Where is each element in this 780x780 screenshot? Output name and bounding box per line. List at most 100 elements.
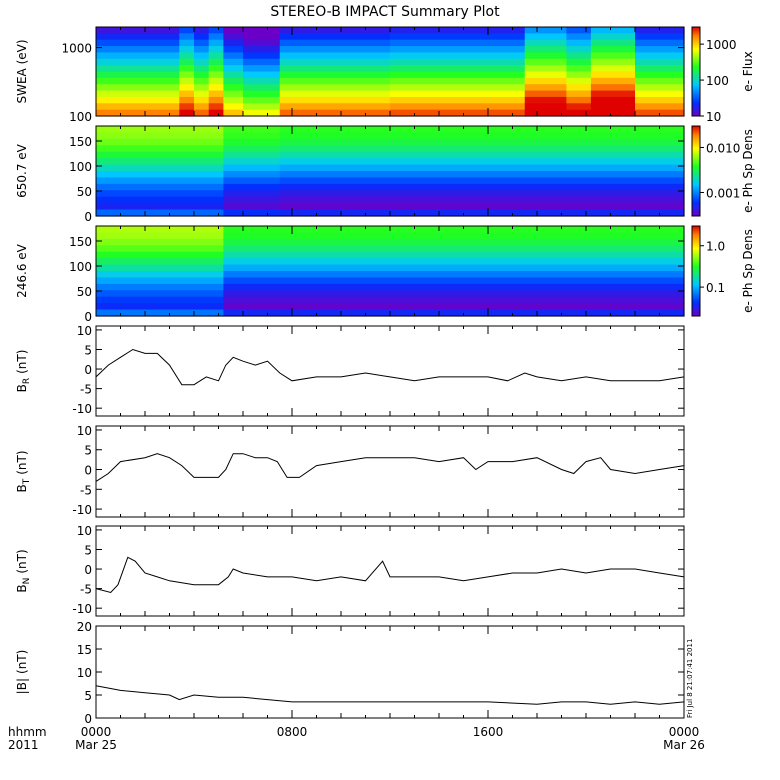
heatmap-cell [208, 90, 224, 98]
heatmap-cell [279, 90, 391, 98]
heatmap-cell [635, 90, 685, 98]
panel-bmag: 0 5 10 15 20 |B| (nT) [15, 620, 685, 726]
heatmap-cell [279, 33, 391, 41]
heatmap-cell [279, 226, 685, 234]
heatmap-cell [635, 65, 685, 73]
heatmap-cell [223, 171, 281, 179]
heatmap-cell [223, 39, 244, 47]
heatmap-cell [179, 52, 195, 60]
heatmap-cell [96, 151, 224, 159]
heatmap-cell [590, 71, 636, 79]
y-tick-label: 0 [84, 563, 92, 577]
heatmap-cell [524, 77, 567, 85]
heatmap-cell [635, 46, 685, 54]
heatmap-cell [566, 71, 592, 79]
y-axis-label-main: B [15, 584, 29, 592]
heatmap-cell [179, 96, 195, 104]
heatmap-cell [390, 103, 526, 111]
colorbar-tick-label: 10 [706, 110, 721, 124]
y-tick-label: 0 [84, 464, 92, 478]
y-axis-label-main: |B| [15, 678, 29, 694]
heatmap-cell [96, 232, 224, 240]
y-tick-label: 5 [84, 689, 92, 703]
heatmap-cell [390, 65, 526, 73]
heatmap-cell [635, 103, 685, 111]
heatmap-cell [96, 258, 224, 266]
heatmap-cell [208, 33, 224, 41]
heatmap-cell [179, 65, 195, 73]
heatmap-cell [179, 33, 195, 41]
heatmap-cell [194, 71, 210, 79]
heatmap-cell [524, 33, 567, 41]
heatmap-cell [96, 103, 180, 111]
heatmap-cell [96, 90, 180, 98]
heatmap-cell [279, 145, 685, 153]
heatmap-cell [223, 132, 281, 140]
heatmap-cell [208, 77, 224, 85]
heatmap-cell [223, 238, 281, 246]
y-axis-unit: (nT) [15, 450, 29, 474]
y-tick-label: -5 [80, 383, 92, 397]
heatmap-cell [590, 96, 636, 104]
y-axis-label: BR (nT) [15, 350, 32, 393]
heatmap-cell [279, 209, 685, 217]
heatmap-cell [279, 103, 391, 111]
colorbar-tick-label: 0.1 [706, 281, 725, 295]
timestamp-stamp: Fri Jul 8 21:07:41 2011 [686, 639, 694, 718]
time-tick-date: Mar 25 [75, 738, 117, 752]
heatmap-cell [96, 290, 224, 298]
heatmap-cell [194, 27, 210, 34]
heatmap-cell [96, 209, 224, 217]
series-line-bn [95, 556, 685, 594]
heatmap-cell [194, 96, 210, 104]
heatmap-cell [590, 77, 636, 85]
heatmap-cell [208, 65, 224, 73]
plot-title: STEREO-B IMPACT Summary Plot [270, 4, 500, 20]
heatmap-cell [223, 177, 281, 185]
y-tick-label: 50 [77, 185, 92, 199]
heatmap-cell [223, 52, 244, 60]
y-tick-label: 50 [77, 285, 92, 299]
heatmap-cell [590, 84, 636, 92]
heatmap-cell [279, 132, 685, 140]
heatmap-cell [96, 203, 224, 211]
heatmap-cell [590, 33, 636, 41]
heatmap-cell [390, 46, 526, 54]
heatmap-cell [243, 65, 281, 73]
heatmap-cell [96, 158, 224, 166]
heatmap-cell [96, 77, 180, 85]
heatmap-cell [96, 190, 224, 198]
heatmap-cell [179, 71, 195, 79]
y-axis-unit: (nT) [15, 549, 29, 573]
y-axis-label: |B| (nT) [15, 650, 29, 695]
heatmap-cell [279, 164, 685, 172]
heatmap-cell [390, 96, 526, 104]
heatmap-cell [566, 77, 592, 85]
heatmap-cell [194, 58, 210, 66]
colorbar-tick-label: 1000 [706, 38, 737, 52]
heatmap-cell [390, 90, 526, 98]
y-tick-label: 10 [77, 666, 92, 680]
heatmap-cell [524, 90, 567, 98]
time-tick-label: 1600 [473, 725, 504, 739]
heatmap-cell [635, 27, 685, 34]
heatmap-cell [566, 65, 592, 73]
heatmap-cell [590, 46, 636, 54]
heatmap-cell [179, 46, 195, 54]
heatmap-cell [590, 65, 636, 73]
panel-frame [95, 425, 685, 518]
heatmap-cell [223, 103, 244, 111]
heatmap-cell [279, 196, 685, 204]
colorbar-pad650 [691, 125, 701, 217]
heatmap-cell [390, 84, 526, 92]
heatmap-cell [590, 58, 636, 66]
time-tick-label: 0000 [81, 725, 112, 739]
heatmap-cell [279, 138, 685, 146]
colorbar-tick-label: 100 [706, 74, 729, 88]
heatmap-cell [96, 171, 224, 179]
heatmap-cell [279, 290, 685, 298]
panel-frame [95, 325, 685, 417]
heatmap-cell [566, 58, 592, 66]
heatmap-cell [96, 283, 224, 291]
